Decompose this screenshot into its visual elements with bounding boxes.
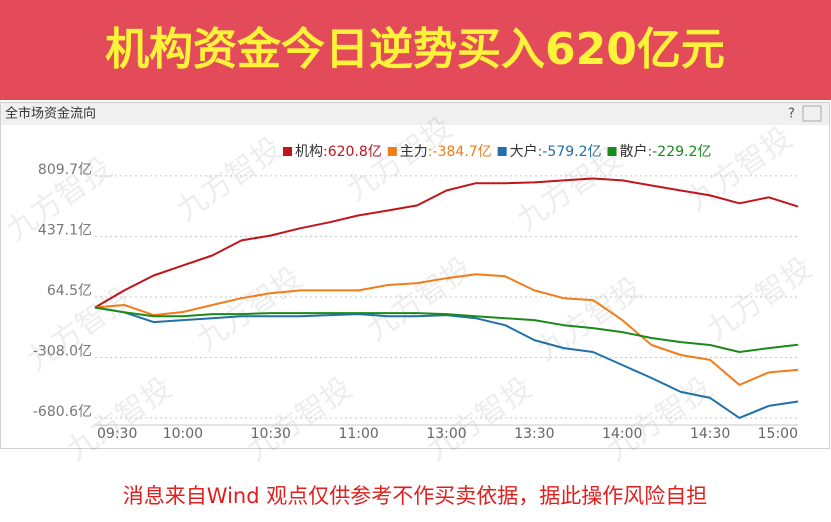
y-tick-label: 809.7亿 [38, 162, 92, 178]
x-tick-label: 14:30 [690, 426, 730, 442]
legend-swatch [607, 147, 617, 156]
x-tick-label: 10:30 [251, 426, 291, 442]
x-tick-label: 10:00 [163, 426, 203, 442]
share-icon[interactable] [802, 105, 822, 122]
header-title: 机构资金今日逆势买入620亿元 [105, 24, 725, 75]
series-line [94, 273, 799, 386]
legend-name: 散户 [620, 143, 648, 160]
legend-swatch [387, 147, 397, 156]
series-line [94, 177, 799, 309]
y-tick-label: 437.1亿 [38, 222, 92, 238]
y-tick-label: 64.5亿 [47, 283, 92, 299]
legend-name: 机构 [295, 144, 323, 160]
footer: 消息来自Wind 观点仅供参考不作买卖依据，据此操作风险自担 [123, 484, 707, 508]
x-tick-label: 14:00 [602, 426, 642, 442]
panel-title: 全市场资金流向 [5, 106, 96, 122]
x-tick-label: 09:30 [97, 426, 137, 442]
y-tick-label: -308.0亿 [33, 343, 92, 359]
legend-name: 大户 [510, 143, 538, 160]
legend-swatch [497, 147, 507, 156]
y-tick-label: -680.6亿 [33, 404, 92, 420]
x-tick-label: 13:30 [514, 426, 554, 442]
x-tick-label: 15:00 [758, 426, 798, 442]
legend-value: :-229.2亿 [648, 144, 712, 160]
legend-value: :-384.7亿 [428, 144, 492, 160]
plot: 809.7亿 437.1亿 64.5亿 -308.0亿 -680.6亿 09:30 10:0… [33, 143, 799, 442]
legend-value: :620.8亿 [323, 144, 382, 160]
panel [0, 102, 830, 449]
legend-name: 主力 [400, 144, 428, 160]
series-line [94, 306, 799, 353]
legend-swatch [283, 147, 292, 156]
panel-header [1, 103, 829, 125]
help-icon[interactable]: ? [788, 107, 795, 122]
header-band [0, 0, 831, 100]
x-tick-label: 13:00 [426, 426, 466, 442]
legend-value: :-579.2亿 [538, 144, 602, 160]
x-tick-label: 11:00 [338, 426, 378, 442]
